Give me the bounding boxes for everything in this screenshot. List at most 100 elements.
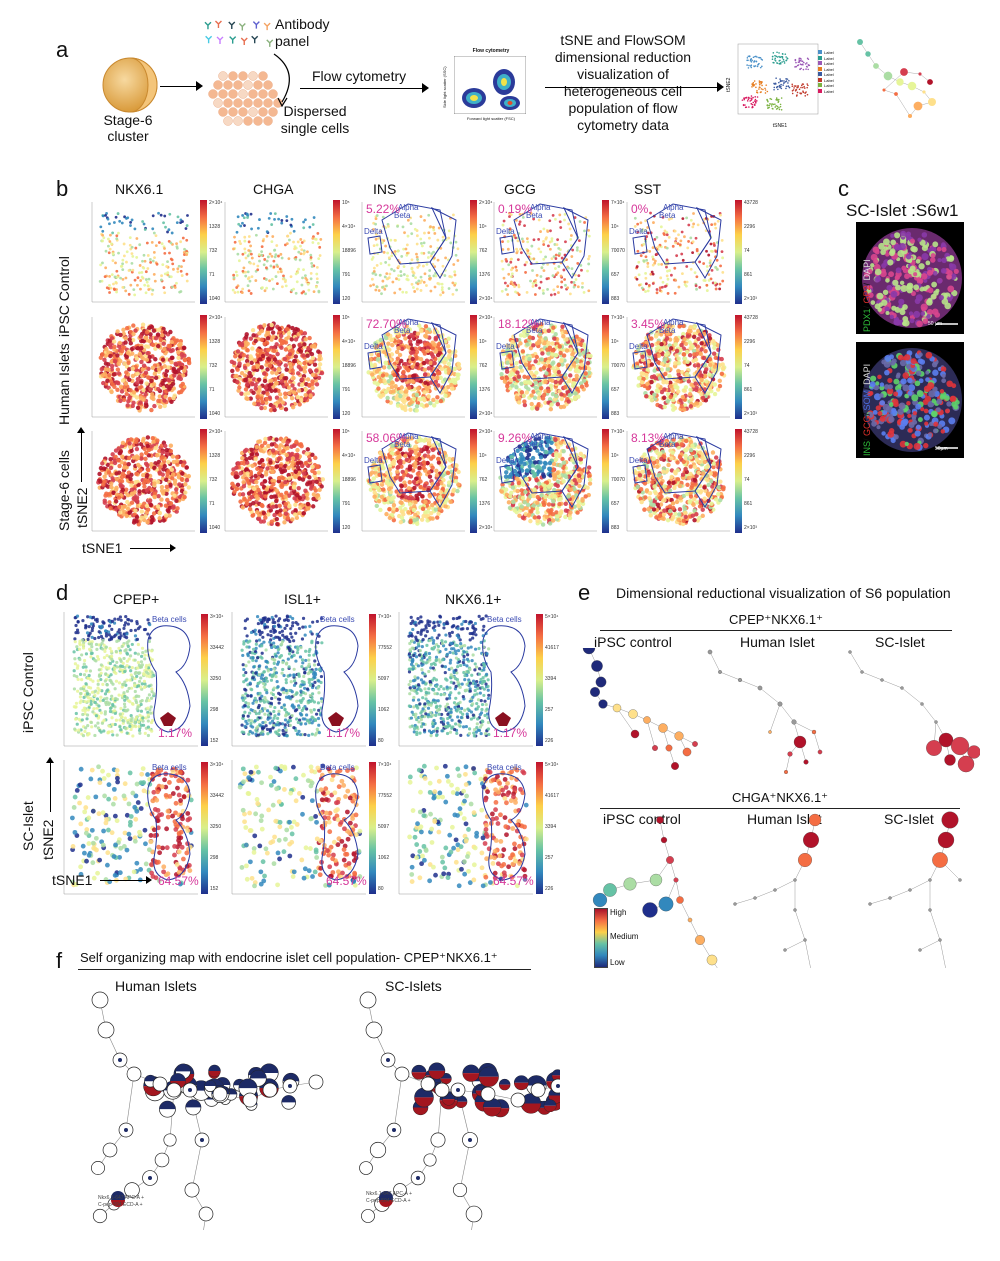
- panel-d-letter: d: [56, 580, 69, 605]
- d-tsne-plot: Beta cells: [231, 760, 366, 895]
- e-colorbar: [594, 908, 608, 968]
- b-colorbar: [333, 315, 340, 419]
- e-col2-bottom: Human Islet: [747, 811, 822, 827]
- b-cbar-tick: 10⁴: [479, 453, 487, 459]
- d-cbar-tick: 3×10⁴: [210, 614, 224, 620]
- panel-b-letter: b: [56, 176, 69, 201]
- arrow-a2: [300, 88, 425, 89]
- b-cbar-tick: 18896: [342, 477, 356, 483]
- f-legend-l2b: C-pep-594 ECD-A +: [366, 1198, 411, 1204]
- gate-delta: Delta: [364, 342, 383, 351]
- b-cbar-tick: 762: [479, 363, 488, 369]
- b-cbar-tick: 1328: [209, 224, 221, 230]
- scale-top: 50 µm: [928, 321, 942, 327]
- b-cbar-tick: 2×10³: [744, 525, 757, 531]
- b-cbar-tick: 1376: [479, 501, 491, 507]
- gate-alpha: Alpha: [398, 318, 419, 327]
- d-cbar-tick: 3394: [545, 824, 557, 830]
- d-cbar-tick: 152: [210, 886, 219, 892]
- b-cbar-tick: 2296: [744, 339, 756, 345]
- d-gate-label: Beta cells: [487, 763, 522, 772]
- gate-beta: Beta: [526, 326, 543, 335]
- tsne-plot: [224, 202, 328, 303]
- tsne-plot: [91, 317, 195, 418]
- b-colorbar: [735, 315, 742, 419]
- gate-beta: Beta: [394, 440, 411, 449]
- b-cbar-tick: 4×10⁴: [342, 453, 356, 459]
- tsne-plot: [224, 431, 328, 532]
- d-cbar-tick: 41617: [545, 645, 559, 651]
- gate-alpha: Alpha: [398, 203, 419, 212]
- panel-c-letter: c: [838, 176, 849, 201]
- b-cbar-tick: 43728: [744, 315, 758, 321]
- panel-b-xaxis: tSNE1: [82, 540, 123, 556]
- b-percent: 0.19%: [498, 202, 533, 216]
- d-percent: 1.17%: [493, 726, 528, 740]
- gate-alpha: Alpha: [663, 318, 684, 327]
- d-col-header: CPEP+: [113, 591, 160, 607]
- b-cbar-tick: 71: [209, 387, 215, 393]
- b-cbar-tick: 1376: [479, 387, 491, 393]
- legend-item: Label: [818, 77, 834, 84]
- b-cbar-tick: 861: [744, 272, 753, 278]
- legend-item: Label: [818, 66, 834, 73]
- b-cbar-tick: 120: [342, 296, 351, 302]
- e-legend-medium: Medium: [610, 932, 639, 941]
- f-col1: Human Islets: [115, 978, 197, 994]
- d-cbar-tick: 33442: [210, 645, 224, 651]
- b-cbar-tick: 1328: [209, 339, 221, 345]
- tsne-description: tSNE and FlowSOM dimensional reduction v…: [554, 32, 692, 133]
- panel-f-soms: [91, 991, 560, 1230]
- b-cbar-tick: 2×10⁴: [209, 429, 223, 435]
- b-cbar-tick: 762: [479, 248, 488, 254]
- d-percent: 64.57%: [493, 874, 534, 888]
- b-col-gcg: GCG: [504, 181, 536, 197]
- gate-alpha: Alpha: [398, 432, 419, 441]
- b-colorbar: [602, 200, 609, 304]
- d-cbar-tick: 1062: [378, 707, 390, 713]
- d-cbar-tick: 77552: [378, 793, 392, 799]
- d-tsne-plot: Beta cells: [63, 760, 198, 895]
- b-cbar-tick: 657: [611, 272, 620, 278]
- gate-alpha: Alpha: [663, 432, 684, 441]
- d-cbar-tick: 5×10⁴: [545, 762, 559, 768]
- d-cbar-tick: 7×10⁴: [378, 614, 392, 620]
- b-percent: 72.70%: [366, 317, 407, 331]
- d-gate-label: Beta cells: [152, 763, 187, 772]
- b-cbar-tick: 74: [744, 363, 750, 369]
- arrow-head-icon: [717, 82, 724, 92]
- d-percent: 64.57%: [158, 874, 199, 888]
- d-cbar-tick: 3250: [210, 824, 222, 830]
- gate-delta: Delta: [496, 342, 515, 351]
- arrow-a1: [160, 86, 200, 87]
- legend-item: Label: [818, 61, 834, 67]
- e-col1-top: iPSC control: [594, 634, 672, 650]
- gate-delta: Delta: [364, 227, 383, 236]
- arrow-head-icon: [196, 81, 203, 91]
- b-percent: 0%: [631, 202, 649, 216]
- b-cbar-tick: 861: [744, 501, 753, 507]
- d-col-header: NKX6.1+: [445, 591, 502, 607]
- d-cbar-tick: 33442: [210, 793, 224, 799]
- tsne-plot: [224, 317, 328, 418]
- b-cbar-tick: 71: [209, 501, 215, 507]
- b-cbar-tick: 43728: [744, 200, 758, 206]
- b-cbar-tick: 74: [744, 477, 750, 483]
- b-cbar-tick: 2×10⁴: [479, 525, 493, 531]
- b-cbar-tick: 1040: [209, 411, 221, 417]
- legend-item: Label: [818, 50, 834, 56]
- legend-item: Label: [818, 88, 834, 95]
- gate-beta: Beta: [659, 440, 676, 449]
- stage6-label: Stage-6 cluster: [103, 112, 153, 144]
- e-col3-top: SC-Islet: [875, 634, 925, 650]
- arrow-head-icon: [170, 544, 176, 552]
- b-cbar-tick: 732: [209, 363, 218, 369]
- b-percent: 18.12%: [498, 317, 539, 331]
- panel-c-title: SC-Islet :S6w1: [846, 201, 959, 220]
- b-cbar-tick: 732: [209, 477, 218, 483]
- b-cbar-tick: 18896: [342, 248, 356, 254]
